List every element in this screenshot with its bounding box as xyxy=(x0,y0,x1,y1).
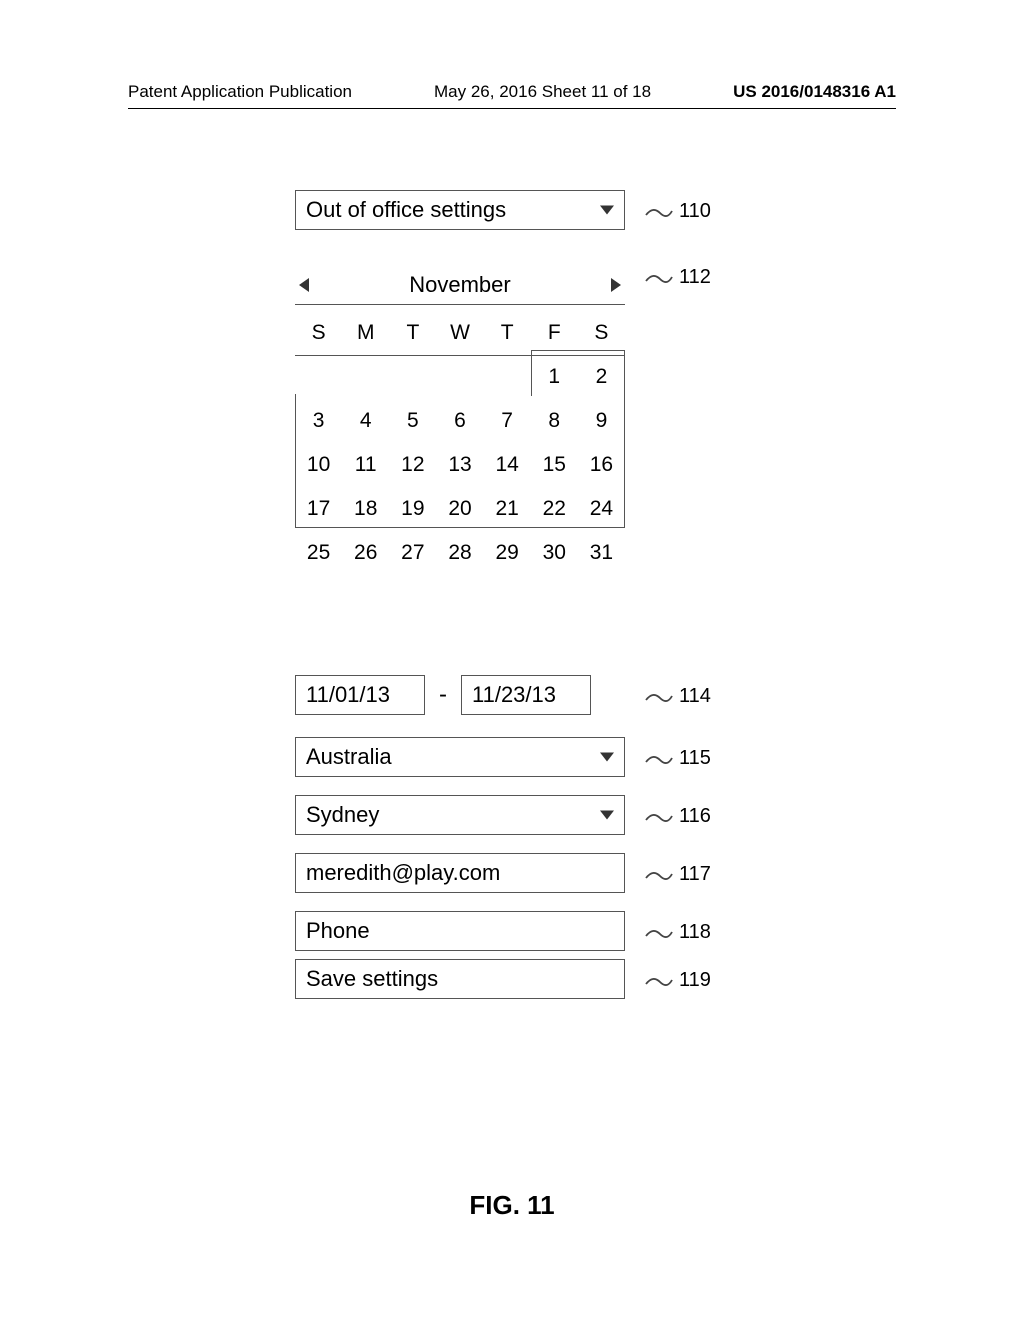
cal-day[interactable]: 31 xyxy=(578,531,625,575)
range-dash: - xyxy=(439,681,447,709)
cal-day xyxy=(484,355,531,399)
cal-day[interactable]: 13 xyxy=(436,443,483,487)
sheet-label: May 26, 2016 Sheet 11 of 18 xyxy=(434,82,651,102)
country-value: Australia xyxy=(306,744,392,770)
cal-dh: T xyxy=(389,311,436,355)
cal-day[interactable]: 3 xyxy=(295,399,342,443)
ref-118: 118 xyxy=(645,921,711,944)
ref-119: 119 xyxy=(645,969,711,992)
save-label: Save settings xyxy=(306,966,438,992)
cal-day[interactable]: 5 xyxy=(389,399,436,443)
figure-caption: FIG. 11 xyxy=(0,1190,1024,1221)
cal-dh: M xyxy=(342,311,389,355)
cal-day[interactable]: 2 xyxy=(578,355,625,399)
cal-day[interactable]: 28 xyxy=(436,531,483,575)
cal-dh: W xyxy=(436,311,483,355)
cal-day[interactable]: 21 xyxy=(484,487,531,531)
cal-day xyxy=(389,355,436,399)
cal-day[interactable]: 20 xyxy=(436,487,483,531)
city-value: Sydney xyxy=(306,802,379,828)
calendar: November S M T W T F S 12345678910111213… xyxy=(295,272,625,575)
cal-dh: T xyxy=(484,311,531,355)
chevron-down-icon xyxy=(600,753,614,762)
cal-day[interactable]: 29 xyxy=(484,531,531,575)
cal-day[interactable]: 26 xyxy=(342,531,389,575)
out-of-office-dropdown[interactable]: Out of office settings xyxy=(295,190,625,230)
cal-day[interactable]: 27 xyxy=(389,531,436,575)
ref-117: 117 xyxy=(645,863,711,886)
cal-day[interactable]: 6 xyxy=(436,399,483,443)
cal-day[interactable]: 24 xyxy=(578,487,625,531)
cal-day[interactable]: 12 xyxy=(389,443,436,487)
save-settings-button[interactable]: Save settings xyxy=(295,959,625,999)
date-to-input[interactable]: 11/23/13 xyxy=(461,675,591,715)
next-month-icon[interactable] xyxy=(611,278,621,292)
city-dropdown[interactable]: Sydney xyxy=(295,795,625,835)
cal-day[interactable]: 14 xyxy=(484,443,531,487)
cal-dh: S xyxy=(578,311,625,355)
chevron-down-icon xyxy=(600,206,614,215)
calendar-grid: S M T W T F S 12345678910111213141516171… xyxy=(295,311,625,575)
cal-day xyxy=(342,355,389,399)
cal-dh: F xyxy=(531,311,578,355)
cal-day xyxy=(295,355,342,399)
pub-number: US 2016/0148316 A1 xyxy=(733,82,896,102)
cal-day[interactable]: 19 xyxy=(389,487,436,531)
cal-day[interactable]: 30 xyxy=(531,531,578,575)
ref-115: 115 xyxy=(645,747,711,770)
date-to-value: 11/23/13 xyxy=(472,682,556,708)
cal-day[interactable]: 9 xyxy=(578,399,625,443)
ref-114: 114 xyxy=(645,685,711,708)
cal-day xyxy=(436,355,483,399)
cal-day[interactable]: 15 xyxy=(531,443,578,487)
cal-day[interactable]: 8 xyxy=(531,399,578,443)
cal-day[interactable]: 10 xyxy=(295,443,342,487)
month-label: November xyxy=(409,272,510,298)
ref-112: 112 xyxy=(645,266,711,289)
cal-day[interactable]: 22 xyxy=(531,487,578,531)
phone-placeholder: Phone xyxy=(306,918,370,944)
ref-116: 116 xyxy=(645,805,711,828)
ref-110: 110 xyxy=(645,200,711,223)
cal-dh: S xyxy=(295,311,342,355)
cal-day[interactable]: 18 xyxy=(342,487,389,531)
cal-day[interactable]: 11 xyxy=(342,443,389,487)
page-header: Patent Application Publication May 26, 2… xyxy=(0,82,1024,102)
cal-day[interactable]: 1 xyxy=(531,355,578,399)
country-dropdown[interactable]: Australia xyxy=(295,737,625,777)
email-input[interactable]: meredith@play.com xyxy=(295,853,625,893)
cal-day[interactable]: 25 xyxy=(295,531,342,575)
chevron-down-icon xyxy=(600,811,614,820)
figure-11: Out of office settings 110 November S M … xyxy=(295,190,755,999)
pub-label: Patent Application Publication xyxy=(128,82,352,102)
cal-day[interactable]: 17 xyxy=(295,487,342,531)
header-rule xyxy=(128,108,896,109)
cal-day[interactable]: 16 xyxy=(578,443,625,487)
dropdown-label: Out of office settings xyxy=(306,197,506,223)
date-from-value: 11/01/13 xyxy=(306,682,390,708)
email-value: meredith@play.com xyxy=(306,860,500,886)
phone-input[interactable]: Phone xyxy=(295,911,625,951)
cal-day[interactable]: 4 xyxy=(342,399,389,443)
prev-month-icon[interactable] xyxy=(299,278,309,292)
date-from-input[interactable]: 11/01/13 xyxy=(295,675,425,715)
cal-day[interactable]: 7 xyxy=(484,399,531,443)
